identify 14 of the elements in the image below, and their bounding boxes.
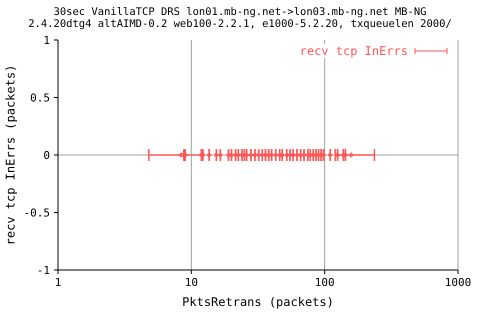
- x-tick-label: 1000: [444, 276, 472, 289]
- y-tick-label: -1: [36, 264, 50, 277]
- x-axis-title: PktsRetrans (packets): [182, 295, 334, 309]
- y-tick-label: 1: [43, 34, 50, 47]
- y-tick-label: -0.5: [24, 206, 50, 220]
- y-axis-title: recv tcp InErrs (packets): [3, 64, 18, 246]
- y-tick-label: 0: [43, 148, 50, 162]
- chart-title: 30sec VanillaTCP DRS lon01.mb-ng.net->lon03.mb-ng.net MB-NG: [52, 6, 428, 18]
- x-tick-label: 100: [314, 276, 335, 289]
- x-tick-label: 1: [54, 276, 62, 289]
- legend-label: recv tcp InErrs: [300, 44, 408, 58]
- y-tick-label: 0.5: [30, 91, 50, 104]
- chart-subtitle: 2.4.20dtg4 altAIMD-0.2 web100-2.2.1, e1000-5.2.20, txqueuelen 2000/: [27, 18, 453, 30]
- x-tick-label: 10: [184, 276, 198, 289]
